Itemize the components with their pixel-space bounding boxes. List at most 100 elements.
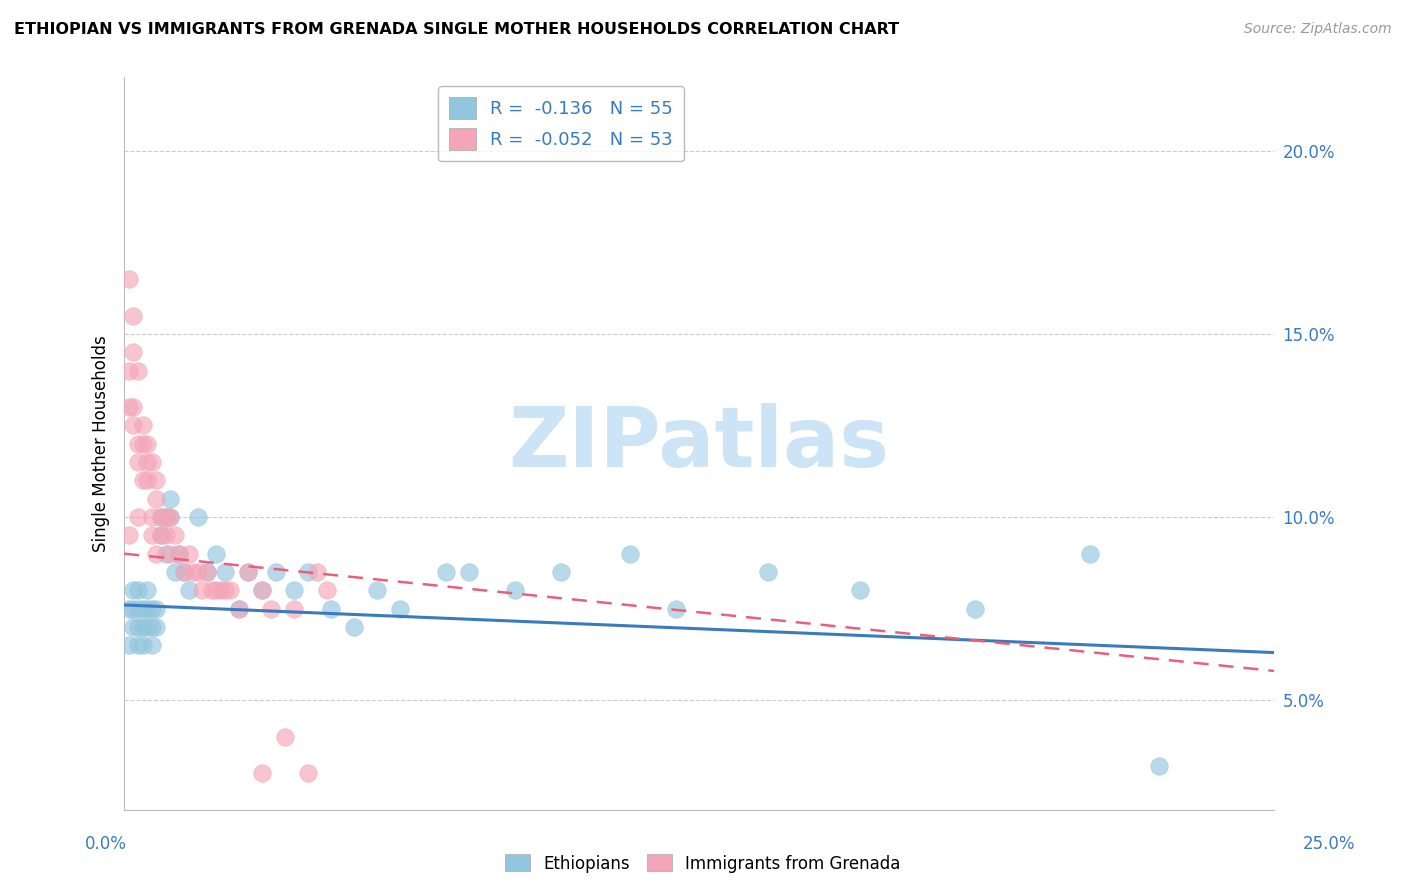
Point — [131, 620, 153, 634]
Point — [127, 638, 149, 652]
Point — [228, 601, 250, 615]
Point — [173, 565, 195, 579]
Point — [141, 620, 163, 634]
Point — [756, 565, 779, 579]
Point — [169, 547, 191, 561]
Point — [118, 638, 141, 652]
Point — [297, 766, 319, 780]
Point — [169, 547, 191, 561]
Point — [250, 583, 273, 598]
Point — [127, 436, 149, 450]
Point — [122, 583, 145, 598]
Point — [238, 565, 260, 579]
Y-axis label: Single Mother Households: Single Mother Households — [93, 335, 110, 552]
Point — [1147, 759, 1170, 773]
Point — [159, 547, 181, 561]
Point — [849, 583, 872, 598]
Point — [195, 565, 218, 579]
Point — [155, 528, 177, 542]
Point — [159, 510, 181, 524]
Point — [238, 565, 260, 579]
Point — [228, 601, 250, 615]
Text: ZIPatlas: ZIPatlas — [509, 403, 890, 484]
Point — [195, 565, 218, 579]
Point — [389, 601, 412, 615]
Point — [136, 583, 159, 598]
Point — [181, 565, 204, 579]
Point — [200, 583, 222, 598]
Point — [145, 620, 167, 634]
Point — [366, 583, 388, 598]
Point — [150, 510, 173, 524]
Legend: R =  -0.136   N = 55, R =  -0.052   N = 53: R = -0.136 N = 55, R = -0.052 N = 53 — [439, 87, 685, 161]
Point — [141, 510, 163, 524]
Point — [118, 272, 141, 286]
Point — [127, 601, 149, 615]
Point — [458, 565, 481, 579]
Point — [187, 510, 209, 524]
Point — [145, 547, 167, 561]
Point — [150, 528, 173, 542]
Point — [177, 583, 200, 598]
Text: ETHIOPIAN VS IMMIGRANTS FROM GRENADA SINGLE MOTHER HOUSEHOLDS CORRELATION CHART: ETHIOPIAN VS IMMIGRANTS FROM GRENADA SIN… — [14, 22, 900, 37]
Text: 25.0%: 25.0% — [1302, 835, 1355, 853]
Point — [173, 565, 195, 579]
Point — [503, 583, 526, 598]
Point — [163, 528, 186, 542]
Point — [131, 474, 153, 488]
Point — [665, 601, 688, 615]
Point — [550, 565, 572, 579]
Legend: Ethiopians, Immigrants from Grenada: Ethiopians, Immigrants from Grenada — [499, 847, 907, 880]
Point — [131, 418, 153, 433]
Point — [264, 565, 287, 579]
Point — [150, 528, 173, 542]
Point — [434, 565, 457, 579]
Point — [141, 455, 163, 469]
Point — [122, 418, 145, 433]
Point — [122, 601, 145, 615]
Point — [307, 565, 329, 579]
Point — [283, 583, 305, 598]
Point — [159, 510, 181, 524]
Point — [297, 565, 319, 579]
Point — [127, 583, 149, 598]
Point — [963, 601, 986, 615]
Point — [191, 583, 214, 598]
Point — [131, 638, 153, 652]
Point — [122, 620, 145, 634]
Text: Source: ZipAtlas.com: Source: ZipAtlas.com — [1244, 22, 1392, 37]
Point — [136, 436, 159, 450]
Point — [209, 583, 232, 598]
Point — [127, 455, 149, 469]
Point — [122, 400, 145, 414]
Point — [131, 601, 153, 615]
Point — [187, 565, 209, 579]
Point — [136, 620, 159, 634]
Point — [250, 583, 273, 598]
Point — [205, 547, 228, 561]
Point — [127, 363, 149, 377]
Point — [122, 309, 145, 323]
Point — [343, 620, 366, 634]
Point — [136, 474, 159, 488]
Point — [145, 474, 167, 488]
Text: 0.0%: 0.0% — [84, 835, 127, 853]
Point — [283, 601, 305, 615]
Point — [219, 583, 242, 598]
Point — [141, 638, 163, 652]
Point — [1078, 547, 1101, 561]
Point — [145, 491, 167, 506]
Point — [118, 528, 141, 542]
Point — [214, 565, 236, 579]
Point — [127, 620, 149, 634]
Point — [155, 547, 177, 561]
Point — [155, 510, 177, 524]
Point — [177, 547, 200, 561]
Point — [131, 436, 153, 450]
Point — [155, 510, 177, 524]
Point — [118, 363, 141, 377]
Point — [159, 491, 181, 506]
Point — [250, 766, 273, 780]
Point — [260, 601, 283, 615]
Point — [118, 601, 141, 615]
